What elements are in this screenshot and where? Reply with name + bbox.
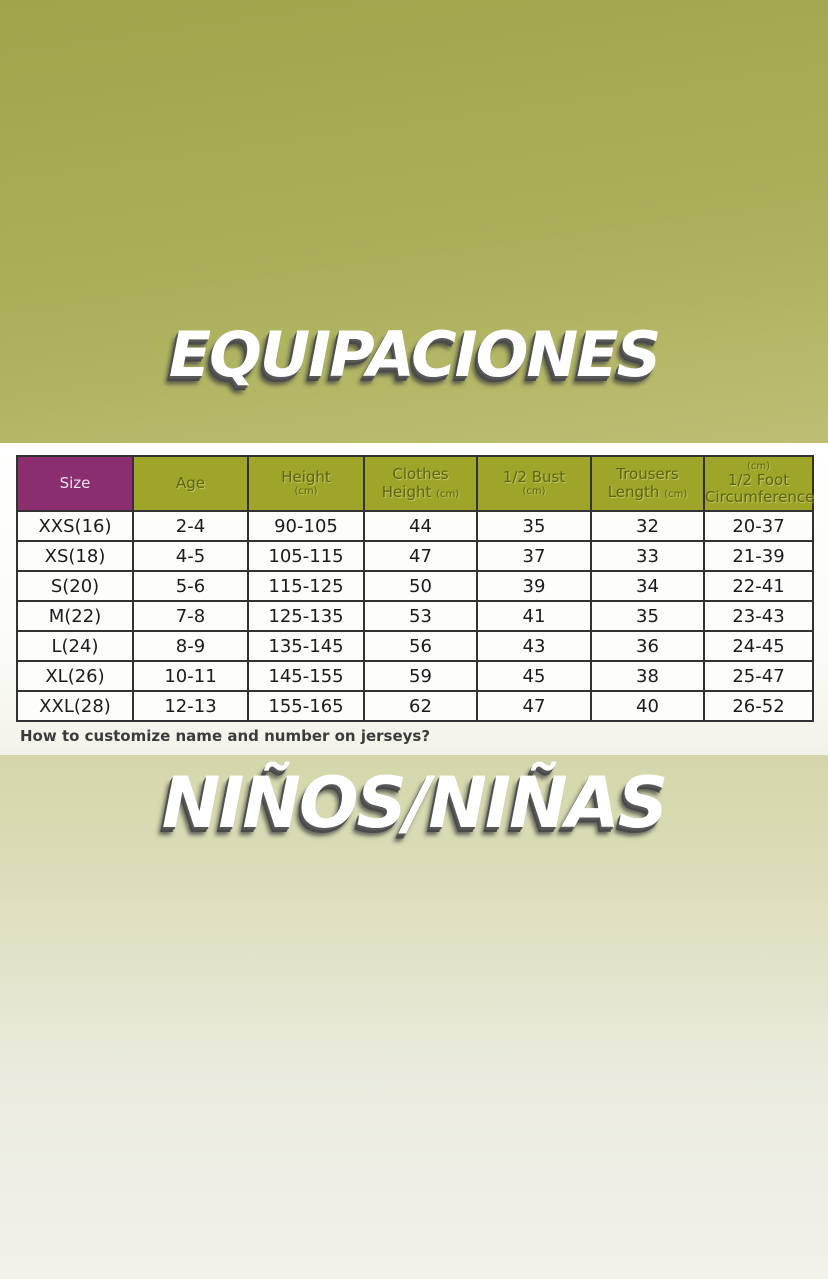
cell-half-bust: 37 [476,540,592,572]
col-header-clothes-height: Clothes Height (cm) [363,455,478,512]
cell-trousers-length: 40 [590,690,705,722]
cell-height: 115-125 [247,570,365,602]
table-row: XL(26) 10-11 145-155 59 45 38 25-47 [16,660,814,692]
table-row: S(20) 5-6 115-125 50 39 34 22-41 [16,570,814,602]
cell-age: 5-6 [132,570,249,602]
cell-clothes-height: 47 [363,540,478,572]
cell-trousers-length: 33 [590,540,705,572]
cell-half-bust: 35 [476,510,592,542]
cell-half-bust: 45 [476,660,592,692]
cell-foot-circumference: 23-43 [703,600,814,632]
cell-age: 10-11 [132,660,249,692]
col-header-trousers-length: Trousers Length (cm) [590,455,705,512]
col-header-half-bust: 1/2 Bust (cm) [476,455,592,512]
section-title-ninos-ninas: NIÑOS/NIÑAS [161,762,669,844]
cell-size: XS(18) [16,540,134,572]
cell-size: M(22) [16,600,134,632]
cell-height: 125-135 [247,600,365,632]
cell-clothes-height: 44 [363,510,478,542]
cell-trousers-length: 34 [590,570,705,602]
cell-height: 90-105 [247,510,365,542]
table-row: XXS(16) 2-4 90-105 44 35 32 20-37 [16,510,814,542]
cell-size: XXS(16) [16,510,134,542]
header-row: Size Age Height (cm) Clothes Height (cm)… [16,455,814,512]
cell-size: XXL(28) [16,690,134,722]
cell-half-bust: 47 [476,690,592,722]
cell-trousers-length: 36 [590,630,705,662]
cell-height: 155-165 [247,690,365,722]
cell-half-bust: 39 [476,570,592,602]
section-title-equipaciones: EQUIPACIONES [168,318,661,391]
col-header-age: Age [132,455,249,512]
cell-foot-circumference: 20-37 [703,510,814,542]
cell-size: L(24) [16,630,134,662]
cell-clothes-height: 53 [363,600,478,632]
kids-size-chart-table: Size Age Height (cm) Clothes Height (cm)… [16,455,814,722]
bottom-section-background [0,755,828,1279]
cell-age: 2-4 [132,510,249,542]
table-row: L(24) 8-9 135-145 56 43 36 24-45 [16,630,814,662]
cell-foot-circumference: 25-47 [703,660,814,692]
cell-clothes-height: 50 [363,570,478,602]
cell-trousers-length: 35 [590,600,705,632]
col-header-size: Size [16,455,134,512]
cell-foot-circumference: 22-41 [703,570,814,602]
table-row: M(22) 7-8 125-135 53 41 35 23-43 [16,600,814,632]
cell-foot-circumference: 21-39 [703,540,814,572]
table-row: XS(18) 4-5 105-115 47 37 33 21-39 [16,540,814,572]
cell-half-bust: 43 [476,630,592,662]
cell-trousers-length: 32 [590,510,705,542]
cell-foot-circumference: 26-52 [703,690,814,722]
cell-half-bust: 41 [476,600,592,632]
cell-clothes-height: 56 [363,630,478,662]
cell-age: 12-13 [132,690,249,722]
cell-height: 145-155 [247,660,365,692]
cell-clothes-height: 59 [363,660,478,692]
cell-age: 8-9 [132,630,249,662]
col-header-height: Height (cm) [247,455,365,512]
customize-question: How to customize name and number on jers… [20,727,431,745]
col-header-foot-circumference: (cm) 1/2 Foot Circumference [703,455,814,512]
cell-age: 7-8 [132,600,249,632]
top-section-background [0,0,828,443]
cell-age: 4-5 [132,540,249,572]
cell-size: S(20) [16,570,134,602]
table-row: XXL(28) 12-13 155-165 62 47 40 26-52 [16,690,814,722]
cell-clothes-height: 62 [363,690,478,722]
cell-foot-circumference: 24-45 [703,630,814,662]
cell-trousers-length: 38 [590,660,705,692]
cell-size: XL(26) [16,660,134,692]
cell-height: 135-145 [247,630,365,662]
cell-height: 105-115 [247,540,365,572]
